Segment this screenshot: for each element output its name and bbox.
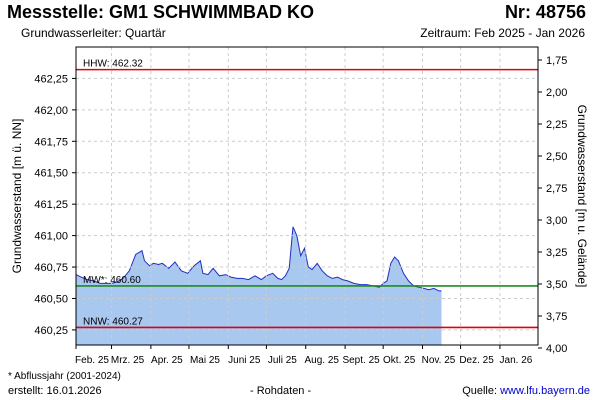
aquifer-subtitle: Grundwasserleiter: Quartär [21, 26, 166, 40]
source-note: Quelle: www.lfu.bayern.de [462, 385, 590, 397]
y-tick-label: 461,25 [34, 199, 68, 211]
y2-tick-label: 2,25 [546, 119, 567, 131]
page-title: Messstelle: GM1 SCHWIMMBAD KO [7, 2, 315, 22]
period-label: Zeitraum: Feb 2025 - Jan 2026 [420, 26, 585, 40]
hhw-label: HHW: 462.32 [83, 59, 143, 70]
y2-tick-label: 3,75 [546, 311, 567, 323]
y2-tick-label: 4,00 [546, 343, 567, 355]
x-tick-label: Mrz. 25 [111, 355, 145, 366]
raw-data-note: - Rohdaten - [250, 385, 312, 397]
x-tick-label: Dez. 25 [459, 355, 494, 366]
y2-tick-label: 2,00 [546, 87, 567, 99]
x-tick-label: Okt. 25 [383, 355, 416, 366]
plot-frame [75, 46, 539, 346]
series-line [75, 226, 442, 292]
x-tick-label: Jan. 26 [500, 355, 533, 366]
y2-tick-label: 2,50 [546, 151, 567, 163]
x-tick-label: Apr. 25 [151, 355, 183, 366]
y-tick-label: 462,25 [34, 73, 68, 85]
y2-axis-title: Grundwasserstand [m u. Gelände] [575, 105, 589, 288]
y-tick-label: 462,00 [34, 105, 68, 117]
x-tick-label: Nov. 25 [422, 355, 456, 366]
station-number: Nr: 48756 [504, 2, 586, 22]
y-tick-label: 460,25 [34, 325, 68, 337]
x-tick-label: Juni 25 [228, 355, 261, 366]
x-tick-label: Aug. 25 [304, 355, 339, 366]
source-link[interactable]: www.lfu.bayern.de [500, 385, 590, 397]
y-axis-title: Grundwasserstand [m ü. NN] [10, 119, 24, 274]
y-tick-label: 461,50 [34, 168, 68, 180]
x-tick-label: Mai 25 [190, 355, 220, 366]
y2-tick-label: 2,75 [546, 183, 567, 195]
nnw-label: NNW: 460.27 [83, 316, 143, 327]
y2-tick-label: 3,25 [546, 247, 567, 259]
mw-label: MW*: 460.60 [83, 275, 141, 286]
y2-tick-label: 3,00 [546, 215, 567, 227]
y-tick-label: 461,00 [34, 231, 68, 243]
y-tick-label: 461,75 [34, 136, 68, 148]
created-date: erstellt: 16.01.2026 [8, 385, 102, 397]
y2-tick-label: 3,50 [546, 279, 567, 291]
x-tick-label: Juli 25 [268, 355, 297, 366]
y-tick-label: 460,75 [34, 262, 68, 274]
x-tick-label: Feb. 25 [75, 355, 109, 366]
y-tick-label: 460,50 [34, 293, 68, 305]
footnote: * Abflussjahr (2001-2024) [8, 371, 121, 382]
source-prefix: Quelle: [462, 385, 501, 397]
y2-tick-label: 1,75 [546, 55, 567, 67]
x-tick-label: Sept. 25 [342, 355, 380, 366]
